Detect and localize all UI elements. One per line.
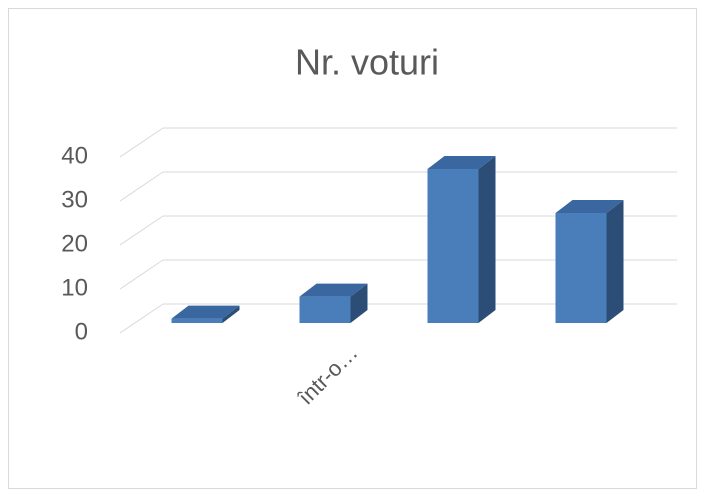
grid-line	[119, 259, 164, 290]
y-tick-label: 30	[61, 186, 88, 213]
y-tick-label: 10	[61, 274, 88, 301]
bar	[555, 200, 624, 323]
bar-top	[299, 283, 368, 297]
bar-side	[222, 305, 240, 323]
bar-side	[350, 283, 368, 323]
y-tick-label: 20	[61, 230, 88, 257]
bar	[427, 156, 496, 323]
bar	[299, 283, 368, 323]
grid-line	[119, 215, 164, 246]
bar-front	[555, 213, 607, 323]
y-tick-label: 40	[61, 142, 88, 169]
grid-line	[119, 303, 164, 334]
bar-top	[555, 200, 624, 213]
bar-side	[478, 156, 496, 323]
bar-top	[171, 305, 240, 319]
bar-top	[427, 156, 496, 169]
grid-line	[119, 127, 164, 158]
chart-title: Nr. voturi	[295, 42, 439, 83]
bar-front	[171, 318, 223, 323]
bar	[171, 305, 240, 323]
y-tick-label: 0	[75, 318, 88, 345]
grid-line	[119, 171, 164, 202]
bar-front	[299, 296, 351, 323]
bar-front	[427, 169, 479, 323]
bar-side	[606, 200, 624, 323]
